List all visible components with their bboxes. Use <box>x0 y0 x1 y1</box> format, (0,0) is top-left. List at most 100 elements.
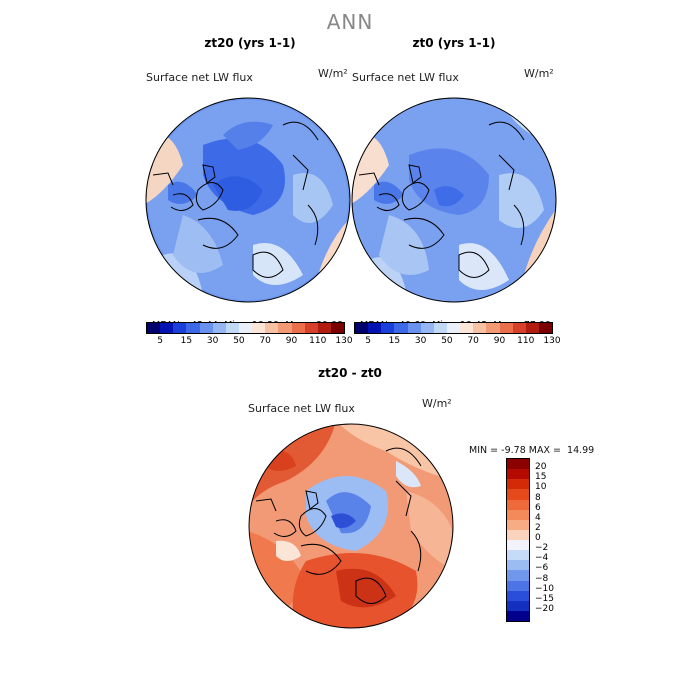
panel3-min-value: -9.78 <box>501 445 526 456</box>
colorbar-tick-label: 15 <box>180 336 193 346</box>
colorbar-swatch <box>486 323 500 333</box>
colorbar-level-label: −20 <box>535 603 554 614</box>
colorbar-swatch <box>394 323 408 333</box>
panel1-units: W/m² <box>318 67 348 80</box>
colorbar-swatch <box>446 323 461 333</box>
panel1-polar-map <box>145 97 351 303</box>
panel1-title: zt20 (yrs 1-1) <box>204 36 296 50</box>
colorbar-swatch <box>538 323 553 333</box>
panel3-colorbar <box>506 458 530 622</box>
colorbar-level-label: 0 <box>535 533 541 543</box>
panel3-max-value: 14.99 <box>567 445 595 456</box>
colorbar-level-label: −15 <box>535 593 554 604</box>
colorbar-swatch <box>507 560 529 571</box>
colorbar-level-label: −4 <box>535 553 549 564</box>
colorbar-swatch <box>212 323 226 333</box>
panel1-subtitle: Surface net LW flux <box>146 71 253 84</box>
panel2-title: zt0 (yrs 1-1) <box>412 36 496 50</box>
colorbar-swatch <box>317 323 331 333</box>
colorbar-level-label: −10 <box>535 583 554 594</box>
panel2-colorbar <box>354 322 553 334</box>
colorbar-swatch <box>173 323 187 333</box>
colorbar-swatch <box>291 323 305 333</box>
colorbar-tick-label: 70 <box>467 336 479 346</box>
colorbar-tick-label: 50 <box>233 336 245 346</box>
colorbar-level-label: 6 <box>535 502 541 513</box>
colorbar-level-label: −2 <box>535 543 549 554</box>
colorbar-level-label: 4 <box>535 512 541 523</box>
colorbar-tick-label: 30 <box>206 336 219 346</box>
colorbar-swatch <box>407 323 421 333</box>
colorbar-level-label: −6 <box>535 563 549 574</box>
colorbar-swatch <box>147 323 161 333</box>
colorbar-swatch <box>355 323 369 333</box>
colorbar-swatch <box>238 323 253 333</box>
colorbar-swatch <box>460 323 474 333</box>
colorbar-swatch <box>507 489 529 500</box>
colorbar-swatch <box>199 323 213 333</box>
colorbar-swatch <box>507 540 529 551</box>
colorbar-tick-label: 130 <box>543 336 561 346</box>
colorbar-swatch <box>265 323 279 333</box>
colorbar-swatch <box>160 323 174 333</box>
colorbar-tick-label: 15 <box>388 336 401 346</box>
page-title: ANN <box>326 10 374 34</box>
panel2-subtitle: Surface net LW flux <box>352 71 459 84</box>
panel3-subtitle: Surface net LW flux <box>248 402 355 415</box>
colorbar-level-label: −8 <box>535 573 549 584</box>
panel3-units: W/m² <box>422 397 452 410</box>
panel3-colorbar-labels: 20 15 10 8 6 4 2 0 −2 −4 −6 −8 −10 −15 −20 <box>535 458 575 620</box>
colorbar-swatch <box>420 323 434 333</box>
colorbar-swatch <box>507 570 529 581</box>
panel2-units: W/m² <box>524 67 554 80</box>
colorbar-swatch <box>525 323 539 333</box>
colorbar-swatch <box>507 479 529 490</box>
colorbar-swatch <box>507 590 529 601</box>
colorbar-swatch <box>507 519 529 530</box>
colorbar-swatch <box>507 459 529 470</box>
panel3-title: zt20 - zt0 <box>318 366 382 380</box>
colorbar-swatch <box>473 323 487 333</box>
colorbar-swatch <box>278 323 292 333</box>
colorbar-swatch <box>507 529 529 540</box>
colorbar-swatch <box>499 323 513 333</box>
colorbar-tick-label: 30 <box>414 336 427 346</box>
colorbar-swatch <box>304 323 318 333</box>
colorbar-tick-label: 5 <box>365 336 371 346</box>
panel3-minmax: MIN = -9.78 MAX = 14.99 <box>463 434 594 456</box>
colorbar-tick-label: 110 <box>517 336 535 346</box>
colorbar-swatch <box>507 610 529 621</box>
colorbar-swatch <box>507 580 529 591</box>
panel2-colorbar-ticks: 5 15 30 50 70 90 110 130 <box>354 336 560 348</box>
colorbar-level-label: 15 <box>535 472 547 483</box>
colorbar-tick-label: 90 <box>285 336 298 346</box>
panel3-polar-map <box>248 423 454 629</box>
panel1-colorbar <box>146 322 345 334</box>
colorbar-tick-label: 70 <box>259 336 271 346</box>
panel3-max-label: MAX = <box>528 445 561 456</box>
colorbar-swatch <box>507 550 529 561</box>
colorbar-tick-label: 5 <box>157 336 163 346</box>
colorbar-tick-label: 50 <box>441 336 453 346</box>
colorbar-level-label: 20 <box>535 462 547 473</box>
colorbar-swatch <box>330 323 345 333</box>
colorbar-swatch <box>225 323 239 333</box>
colorbar-level-label: 2 <box>535 522 541 533</box>
panel3-min-label: MIN = <box>469 445 499 456</box>
colorbar-swatch <box>507 509 529 520</box>
colorbar-swatch <box>368 323 382 333</box>
colorbar-swatch <box>512 323 526 333</box>
colorbar-tick-label: 130 <box>335 336 353 346</box>
colorbar-tick-label: 110 <box>309 336 327 346</box>
colorbar-swatch <box>507 499 529 510</box>
colorbar-swatch <box>186 323 200 333</box>
colorbar-swatch <box>433 323 447 333</box>
panel2-polar-map <box>351 97 557 303</box>
colorbar-swatch <box>381 323 395 333</box>
colorbar-level-label: 10 <box>535 482 547 493</box>
panel1-colorbar-ticks: 5 15 30 50 70 90 110 130 <box>146 336 352 348</box>
colorbar-swatch <box>507 469 529 480</box>
colorbar-swatch <box>507 600 529 611</box>
colorbar-swatch <box>252 323 266 333</box>
colorbar-tick-label: 90 <box>493 336 506 346</box>
